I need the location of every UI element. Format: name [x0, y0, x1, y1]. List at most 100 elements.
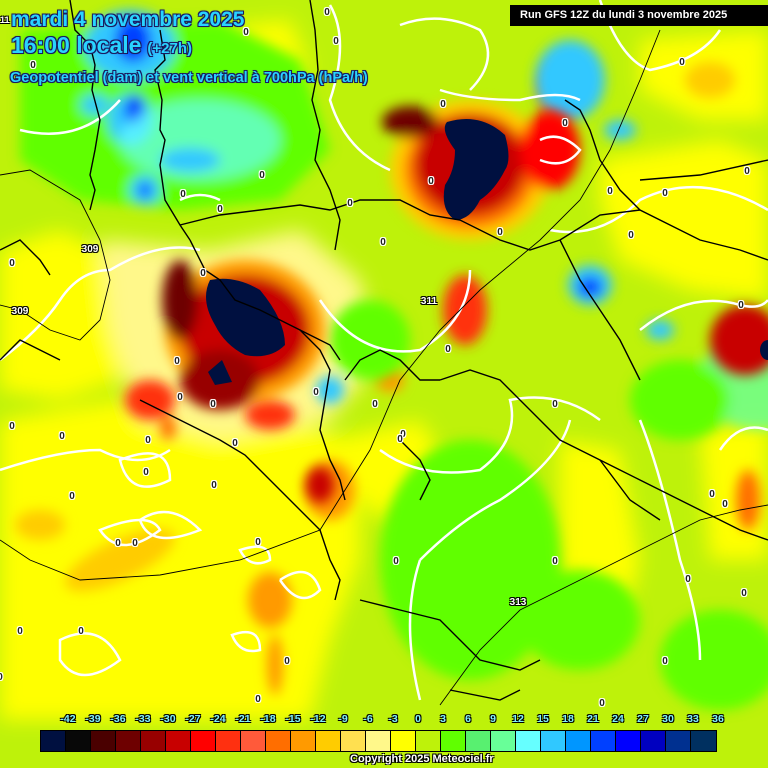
- zero-contour-label: 0: [324, 7, 330, 18]
- zero-contour-label: 0: [628, 230, 634, 241]
- zero-contour-label: 0: [685, 574, 691, 585]
- colorbar-tick-label: 33: [687, 713, 699, 725]
- zero-contour-label: 0: [552, 399, 558, 410]
- colorbar-tick-label: -30: [160, 713, 176, 725]
- colorbar-swatch: [691, 731, 716, 751]
- core-west-small-navy: [208, 360, 232, 385]
- zero-contour-label: 0: [59, 431, 65, 442]
- zero-contour-label: 0: [9, 421, 15, 432]
- zero-contour-label: 0: [599, 698, 605, 709]
- zero-contour-label: 0: [393, 556, 399, 567]
- zero-contour-label: 0: [69, 491, 75, 502]
- zero-contour-label: 0: [679, 57, 685, 68]
- colorbar-swatch: [191, 731, 216, 751]
- zero-contour-label: 0: [662, 188, 668, 199]
- colorbar-swatch: [91, 731, 116, 751]
- forecast-time: 16:00 locale (+27h): [11, 32, 192, 59]
- zero-contour-label: 0: [313, 387, 319, 398]
- colorbar-tick-label: -12: [310, 713, 326, 725]
- zero-contour-label: 0: [497, 227, 503, 238]
- colorbar-swatch: [566, 731, 591, 751]
- colorbar-tick-label: -39: [85, 713, 101, 725]
- zero-contour-label: 0: [0, 673, 3, 683]
- colorbar-tick-label: -33: [135, 713, 151, 725]
- geopotential-label: 313: [509, 597, 527, 608]
- colorbar-swatch: [141, 731, 166, 751]
- zero-contour-label: 0: [9, 258, 15, 269]
- colorbar-swatch: [416, 731, 441, 751]
- colorbar-tick-label: 36: [712, 713, 724, 725]
- zero-contour-label: 0: [372, 399, 378, 410]
- colorbar-swatch: [316, 731, 341, 751]
- colorbar-tick-label: 21: [587, 713, 599, 725]
- colorbar-swatch: [666, 731, 691, 751]
- zero-contour-label: 0: [232, 438, 238, 449]
- colorbar-swatch: [341, 731, 366, 751]
- colorbar-tick-label: 9: [490, 713, 496, 725]
- zero-contour-label: 0: [132, 538, 138, 549]
- zero-contour-label: 0: [562, 118, 568, 129]
- colorbar-tick-label: 15: [537, 713, 549, 725]
- geopotential-contours: [0, 29, 768, 706]
- colorbar-tick-label: 24: [612, 713, 624, 725]
- colorbar-swatch: [516, 731, 541, 751]
- colorbar-tick-label: 0: [415, 713, 421, 725]
- lead-time: (+27h): [147, 40, 193, 57]
- ascent-cores: [125, 100, 768, 503]
- colorbar-tick-label: 12: [512, 713, 524, 725]
- colorbar-tick-label: 18: [562, 713, 574, 725]
- colorbar-tick-label: -9: [338, 713, 348, 725]
- colorbar-swatch: [641, 731, 666, 751]
- forecast-time-value: 16:00 locale: [11, 32, 142, 58]
- zero-contour-label: 0: [662, 656, 668, 667]
- zero-contour-label: 0: [709, 489, 715, 500]
- geopotential-label: 309: [81, 244, 99, 255]
- zero-contour-label: 0: [741, 588, 747, 599]
- zero-contour-label: 0: [200, 268, 206, 279]
- colorbar-swatch: [541, 731, 566, 751]
- zero-contours: [0, 0, 768, 701]
- colorbar-tick-label: -3: [388, 713, 398, 725]
- core-west-navy: [206, 278, 285, 357]
- zero-contour-label: 0: [744, 166, 750, 177]
- map-description: Geopotentiel (dam) et vent vertical à 70…: [10, 70, 368, 86]
- zero-contour-label: 0: [722, 499, 728, 510]
- zero-contour-label: 0: [30, 60, 36, 71]
- colorbar-swatch: [591, 731, 616, 751]
- colorbar-swatch: [66, 731, 91, 751]
- geopotential-label: 311: [420, 296, 438, 307]
- zero-contour-label: 0: [17, 626, 23, 637]
- colorbar-tick-label: -36: [110, 713, 126, 725]
- core-north-navy: [443, 118, 509, 220]
- colorbar-tick-label: -6: [363, 713, 373, 725]
- colorbar-tick-label: 6: [465, 713, 471, 725]
- zero-contour-label: 0: [210, 399, 216, 410]
- colorbar-swatch: [616, 731, 641, 751]
- colorbar-swatch: [41, 731, 66, 751]
- corner-value-label: 11: [0, 15, 10, 25]
- colorbar-tick-label: -42: [60, 713, 76, 725]
- forecast-date: mardi 4 novembre 2025: [11, 8, 245, 31]
- colorbar-swatch: [241, 731, 266, 751]
- model-run-label: Run GFS 12Z du lundi 3 novembre 2025: [510, 5, 768, 26]
- colorbar-swatch: [116, 731, 141, 751]
- zero-contour-label: 0: [380, 237, 386, 248]
- colorbar-swatch: [266, 731, 291, 751]
- zero-contour-label: 0: [428, 176, 434, 187]
- zero-contour-label: 0: [445, 344, 451, 355]
- zero-contour-label: 0: [440, 99, 446, 110]
- colorbar-swatch: [491, 731, 516, 751]
- copyright-text: Copyright 2025 Meteociel.fr: [350, 753, 494, 765]
- colorbar-tick-label: 30: [662, 713, 674, 725]
- zero-contour-label: 0: [115, 538, 121, 549]
- zero-contour-label: 0: [255, 537, 261, 548]
- colorbar-swatch: [366, 731, 391, 751]
- colorbar-tick-label: -24: [210, 713, 226, 725]
- colorbar-swatch: [391, 731, 416, 751]
- zero-contour-label: 0: [180, 189, 186, 200]
- zero-contour-label: 0: [738, 300, 744, 311]
- zero-contour-label: 0: [145, 435, 151, 446]
- zero-contour-label: 0: [243, 27, 249, 38]
- green-blue-field: [20, 10, 768, 710]
- zero-contour-label: 0: [259, 170, 265, 181]
